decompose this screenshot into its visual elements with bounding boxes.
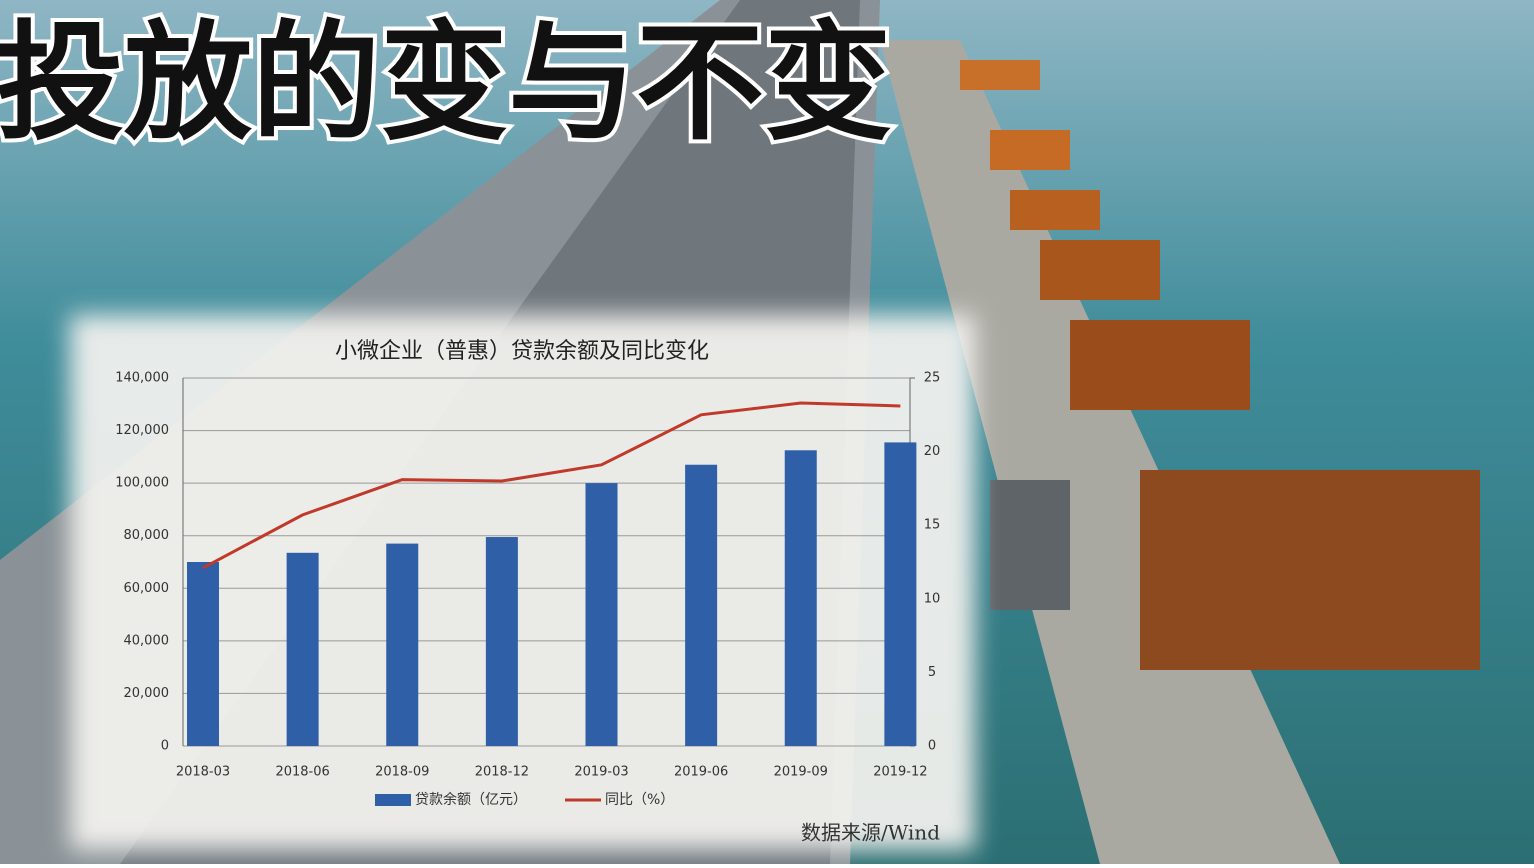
y2-tick-label: 5 [928,665,936,680]
y-tick-label: 120,000 [115,423,169,438]
y-tick-label: 20,000 [124,686,170,701]
bar [784,450,817,746]
x-tick-label: 2018-06 [275,765,329,780]
y-tick-label: 40,000 [124,633,170,648]
y-tick-label: 60,000 [124,581,170,596]
x-tick-label: 2019-12 [873,765,927,780]
y-tick-label: 0 [161,739,169,754]
legend-label: 贷款余额（亿元） [415,791,527,808]
y-tick-label: 100,000 [115,476,169,491]
x-tick-label: 2019-06 [674,765,728,780]
y2-tick-label: 25 [924,371,941,386]
bar [386,543,419,746]
y2-tick-label: 10 [924,591,941,606]
bar [884,442,917,746]
x-tick-label: 2019-03 [574,765,628,780]
chart-title: 小微企业（普惠）贷款余额及同比变化 [335,339,709,364]
y2-tick-label: 15 [924,518,941,533]
headline: 投放的变与不变 [0,9,892,158]
legend-swatch [375,794,411,806]
source-note: 数据来源/Wind [801,821,940,845]
bar [585,483,618,746]
x-tick-label: 2018-09 [375,765,429,780]
y-tick-label: 80,000 [124,528,170,543]
x-tick-label: 2018-12 [475,765,529,780]
y2-tick-label: 0 [928,739,936,754]
bar [286,552,319,746]
y2-tick-label: 20 [924,444,941,459]
x-tick-label: 2019-09 [774,765,828,780]
bar [685,464,718,746]
line [202,401,901,570]
x-tick-label: 2018-03 [176,765,230,780]
legend-label: 同比（%） [605,792,674,808]
bar [187,562,219,746]
bar [485,537,518,746]
y-tick-label: 140,000 [115,371,169,386]
